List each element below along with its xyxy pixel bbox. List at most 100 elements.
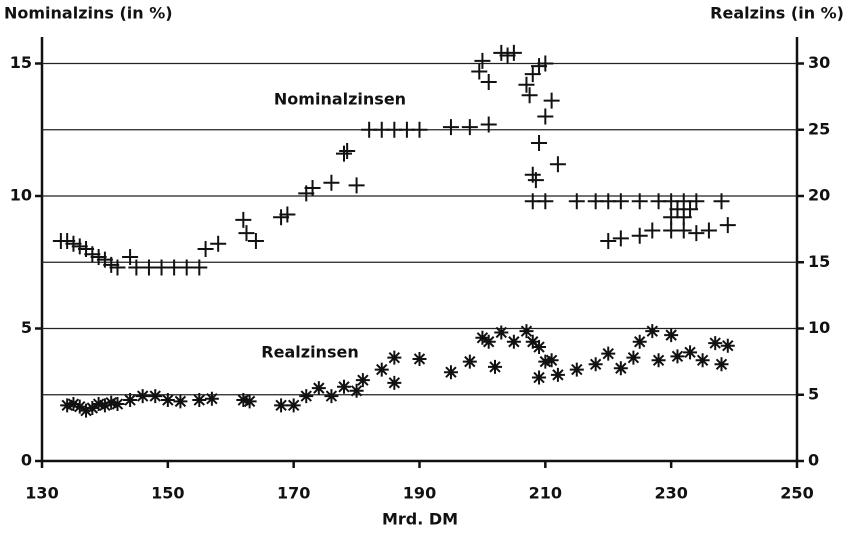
point bbox=[651, 353, 666, 368]
point bbox=[720, 338, 735, 353]
point bbox=[475, 330, 490, 345]
point bbox=[461, 119, 478, 136]
x-tick-label: 210 bbox=[529, 484, 562, 503]
point bbox=[600, 233, 617, 250]
point bbox=[197, 241, 214, 257]
point bbox=[543, 92, 560, 109]
y-tick-label: 5 bbox=[21, 318, 32, 337]
x-tick-label: 130 bbox=[25, 484, 58, 503]
point bbox=[238, 225, 255, 242]
point bbox=[85, 401, 100, 415]
point bbox=[471, 63, 488, 80]
point bbox=[387, 375, 402, 390]
point bbox=[544, 353, 559, 368]
point bbox=[670, 349, 685, 364]
point bbox=[527, 172, 544, 189]
point bbox=[104, 395, 119, 410]
point bbox=[148, 389, 163, 404]
point bbox=[518, 76, 535, 93]
point bbox=[714, 357, 729, 372]
point bbox=[192, 393, 207, 408]
y2-tick-label: 20 bbox=[808, 186, 830, 205]
point bbox=[550, 367, 565, 382]
point bbox=[286, 398, 301, 413]
point bbox=[122, 248, 139, 265]
point bbox=[480, 74, 497, 91]
point bbox=[337, 379, 351, 394]
x-axis-label: Mrd. DM bbox=[382, 510, 458, 529]
point bbox=[568, 193, 585, 210]
point bbox=[299, 389, 314, 404]
point bbox=[538, 354, 553, 369]
point bbox=[505, 44, 522, 61]
point bbox=[336, 145, 352, 162]
point bbox=[601, 346, 616, 361]
point bbox=[644, 222, 661, 239]
point bbox=[191, 259, 208, 276]
y-tick-label: 0 bbox=[21, 451, 32, 470]
point bbox=[683, 345, 698, 360]
point bbox=[387, 350, 402, 365]
point bbox=[91, 397, 106, 412]
y2-tick-label: 5 bbox=[808, 384, 819, 403]
point bbox=[525, 334, 540, 349]
x-tick-label: 170 bbox=[277, 484, 310, 503]
point bbox=[279, 206, 296, 223]
point bbox=[443, 365, 458, 380]
point bbox=[481, 334, 496, 349]
point bbox=[494, 325, 509, 340]
point bbox=[323, 174, 340, 191]
point bbox=[632, 334, 647, 349]
point bbox=[700, 222, 717, 239]
point bbox=[109, 259, 126, 276]
point bbox=[682, 201, 699, 218]
y2-tick-label: 30 bbox=[808, 53, 830, 72]
point bbox=[210, 235, 227, 252]
point bbox=[531, 135, 548, 151]
point bbox=[695, 353, 710, 368]
point bbox=[348, 177, 365, 194]
x-tick-label: 150 bbox=[151, 484, 184, 503]
point bbox=[612, 230, 629, 247]
point bbox=[688, 225, 705, 242]
point bbox=[412, 351, 427, 366]
point bbox=[631, 227, 648, 244]
y2-tick-label: 25 bbox=[808, 119, 830, 138]
point bbox=[66, 397, 81, 412]
point bbox=[519, 324, 534, 339]
point bbox=[537, 193, 554, 210]
point bbox=[242, 394, 257, 409]
point bbox=[713, 193, 730, 210]
point bbox=[521, 87, 538, 104]
point bbox=[411, 121, 428, 138]
point bbox=[311, 381, 326, 396]
point bbox=[339, 142, 356, 159]
y2-tick-label: 0 bbox=[808, 451, 819, 470]
annotation: Nominalzinsen bbox=[274, 90, 406, 109]
point bbox=[247, 233, 264, 250]
point bbox=[274, 398, 289, 413]
annotation: Realzinsen bbox=[261, 343, 358, 362]
x-tick-label: 250 bbox=[780, 484, 813, 503]
point bbox=[442, 119, 459, 136]
point bbox=[664, 328, 679, 343]
point bbox=[537, 108, 554, 125]
point bbox=[135, 389, 150, 404]
point bbox=[374, 362, 389, 377]
point bbox=[72, 399, 87, 414]
point bbox=[488, 359, 502, 374]
point bbox=[304, 180, 321, 197]
point bbox=[236, 393, 251, 408]
point bbox=[719, 217, 736, 234]
point bbox=[480, 116, 497, 133]
point bbox=[235, 211, 252, 228]
point bbox=[626, 350, 641, 365]
y2-tick-label: 15 bbox=[808, 252, 830, 271]
y2-axis-label: Realzins (in %) bbox=[710, 4, 844, 23]
point bbox=[474, 52, 491, 69]
point bbox=[204, 391, 219, 406]
point bbox=[588, 357, 603, 372]
point bbox=[532, 340, 547, 355]
point bbox=[173, 394, 188, 409]
